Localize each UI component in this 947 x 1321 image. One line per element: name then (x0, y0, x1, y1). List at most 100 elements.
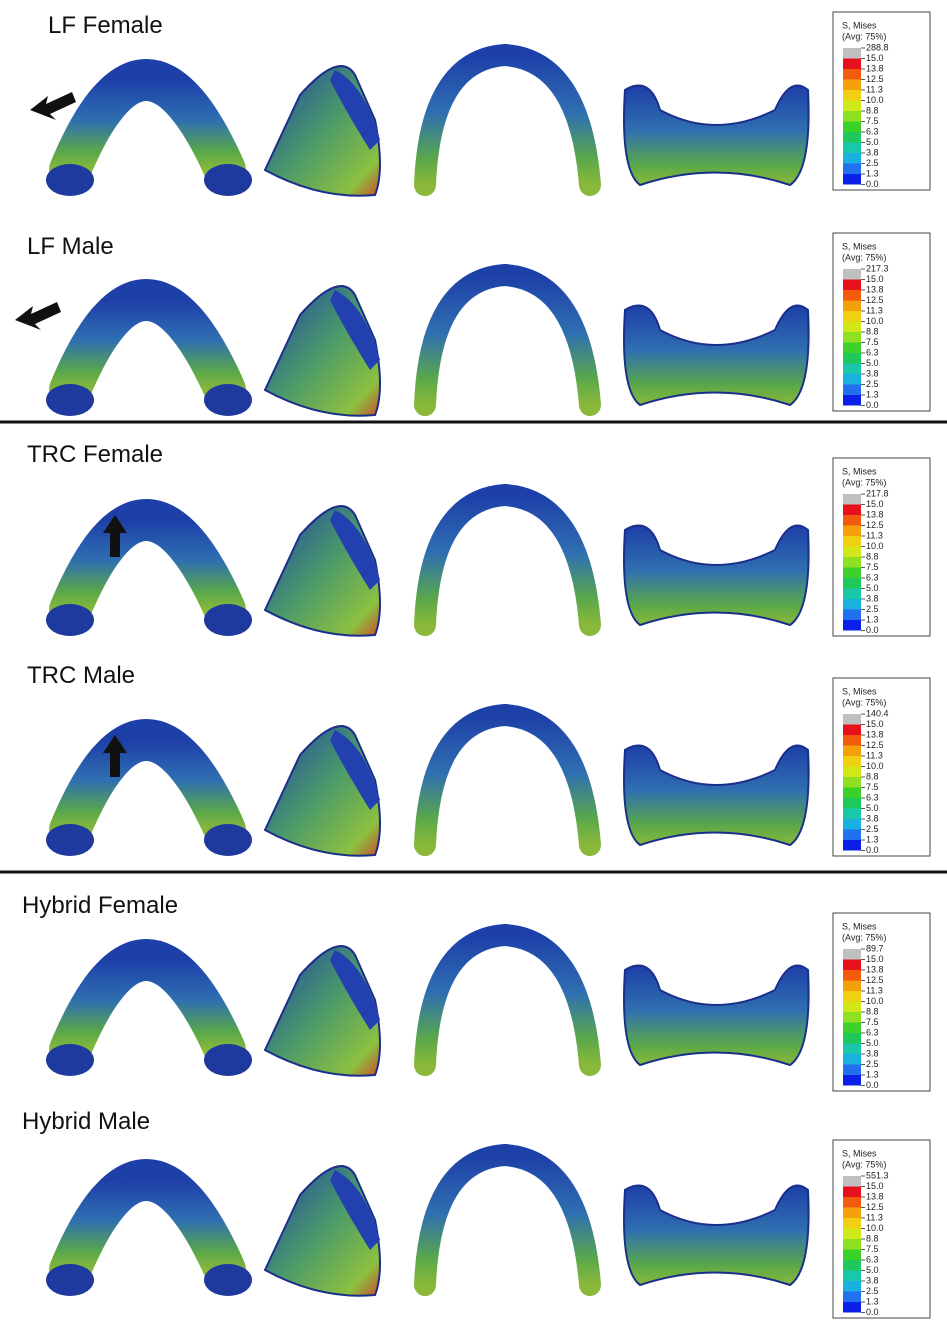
legend-swatch (843, 1271, 861, 1282)
legend-label: 5.0 (866, 803, 879, 813)
legend-swatch (843, 610, 861, 621)
legend-swatch (843, 840, 861, 851)
legend-swatch (843, 1044, 861, 1055)
legend-swatch (843, 1239, 861, 1250)
legend-swatch (843, 69, 861, 80)
legend-swatch (843, 395, 861, 406)
legend-label: 13.8 (866, 964, 884, 974)
legend-swatch (843, 1281, 861, 1292)
legend-swatch (843, 153, 861, 164)
legend-label: 1.3 (866, 834, 879, 844)
legend-swatch (843, 1197, 861, 1208)
legend-label: 11.3 (866, 1212, 883, 1222)
legend-swatch (843, 332, 861, 343)
legend-label: 5.0 (866, 137, 879, 147)
row-title: TRC Male (27, 662, 135, 689)
figure: LF FemaleS, Mises(Avg: 75%)288.815.013.8… (0, 0, 947, 1321)
legend-swatch (843, 90, 861, 101)
condyle (46, 384, 94, 416)
legend-label: 5.0 (866, 583, 879, 593)
legend-swatch (843, 970, 861, 981)
legend-label: 5.0 (866, 1038, 879, 1048)
legend-label: 7.5 (866, 1244, 879, 1254)
legend-label: 551.3 (866, 1170, 889, 1180)
legend-label: 3.8 (866, 813, 879, 823)
legend-swatch (843, 174, 861, 185)
legend-swatch (843, 322, 861, 333)
legend-label: 15.0 (866, 1181, 884, 1191)
legend-swatch (843, 1208, 861, 1219)
legend-label: 2.5 (866, 824, 879, 834)
arrow (30, 92, 76, 120)
legend-label: 0.0 (866, 1307, 879, 1317)
legend-swatch (843, 1250, 861, 1261)
condyle (204, 1044, 252, 1076)
legend-label: 15.0 (866, 719, 884, 729)
legend-swatch (843, 374, 861, 385)
row-title: LF Male (27, 233, 114, 260)
legend-label: 7.5 (866, 116, 879, 126)
condyle (46, 604, 94, 636)
legend-label: 140.4 (866, 708, 889, 718)
legend-label: 2.5 (866, 1286, 879, 1296)
legend-label: 12.5 (866, 975, 884, 985)
legend-subtitle: (Avg: 75%) (842, 1159, 886, 1169)
legend-subtitle: (Avg: 75%) (842, 477, 886, 487)
legend-label: 0.0 (866, 1080, 879, 1090)
condyle (204, 1264, 252, 1296)
legend-label: 8.8 (866, 771, 879, 781)
legend-swatch (843, 1023, 861, 1034)
legend-swatch (843, 809, 861, 820)
legend-swatch (843, 526, 861, 537)
legend-label: 288.8 (866, 42, 889, 52)
legend-label: 8.8 (866, 1233, 879, 1243)
legend-swatch (843, 798, 861, 809)
legend-swatch (843, 830, 861, 841)
mandible-front (70, 1180, 225, 1270)
legend-swatch (843, 343, 861, 354)
legend-label: 2.5 (866, 158, 879, 168)
legend-swatch (843, 515, 861, 526)
legend-swatch (843, 536, 861, 547)
legend-swatch (843, 735, 861, 746)
legend-label: 8.8 (866, 551, 879, 561)
arrow (15, 302, 61, 330)
legend-swatch (843, 59, 861, 70)
legend-label: 5.0 (866, 1265, 879, 1275)
condyle (204, 384, 252, 416)
mandible-front (70, 740, 225, 830)
legend-swatch (843, 714, 861, 725)
legend-label: 3.8 (866, 593, 879, 603)
legend-swatch (843, 547, 861, 558)
legend-label: 13.8 (866, 509, 884, 519)
legend-swatch (843, 767, 861, 778)
legend-label: 7.5 (866, 562, 879, 572)
legend-label: 7.5 (866, 1017, 879, 1027)
mandible-back (624, 526, 809, 626)
legend-swatch (843, 1187, 861, 1198)
mandible-arch (425, 55, 590, 185)
legend-title: S, Mises (842, 241, 877, 251)
condyle (204, 604, 252, 636)
legend-label: 13.8 (866, 63, 884, 73)
legend-swatch (843, 143, 861, 154)
legend-label: 3.8 (866, 147, 879, 157)
legend-swatch (843, 1075, 861, 1086)
legend-subtitle: (Avg: 75%) (842, 31, 886, 41)
legend-swatch (843, 620, 861, 631)
legend-swatch (843, 960, 861, 971)
condyle (204, 824, 252, 856)
legend-label: 10.0 (866, 541, 884, 551)
legend-swatch (843, 1012, 861, 1023)
legend-swatch (843, 1033, 861, 1044)
legend-swatch (843, 1054, 861, 1065)
legend-swatch (843, 132, 861, 143)
legend-swatch (843, 1302, 861, 1313)
legend-swatch (843, 111, 861, 122)
legend-swatch (843, 353, 861, 364)
legend-swatch (843, 311, 861, 322)
mandible-arch (425, 715, 590, 845)
legend-swatch (843, 1218, 861, 1229)
legend-label: 1.3 (866, 168, 879, 178)
legend-swatch (843, 164, 861, 175)
